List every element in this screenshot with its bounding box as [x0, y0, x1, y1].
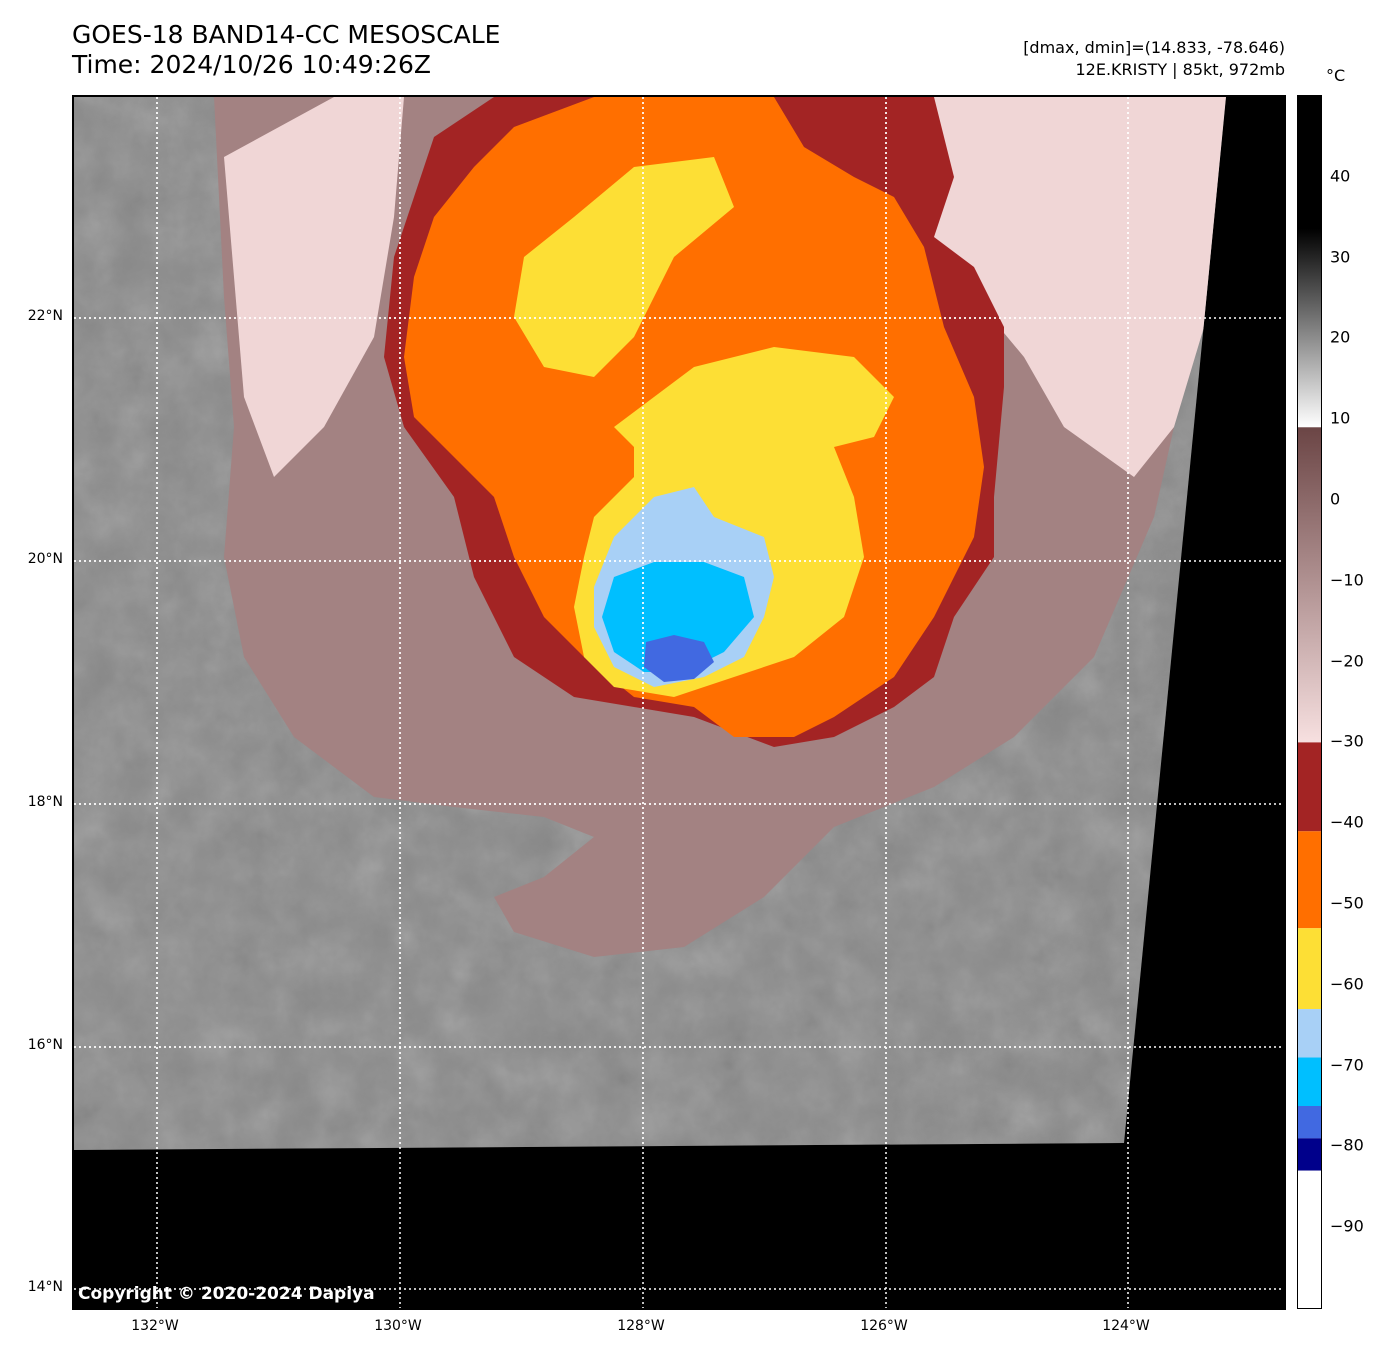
lon-label-130w: 130°W: [374, 1318, 422, 1334]
lon-label-132w: 132°W: [131, 1318, 179, 1334]
dmax-dmin-readout: [dmax, dmin]=(14.833, -78.646): [1023, 38, 1285, 57]
colorbar-gradient: [1298, 96, 1321, 1308]
colorbar-band-white: [1298, 1170, 1321, 1308]
colorbar-tick-label: 30: [1330, 247, 1351, 267]
pale-cloud-region-west: [224, 97, 404, 477]
satellite-map[interactable]: Copyright © 2020-2024 Dapiya: [72, 95, 1286, 1310]
colorbar-tick-label: 20: [1330, 327, 1351, 347]
colorbar-band-darkred: [1298, 742, 1321, 832]
lon-label-124w: 124°W: [1102, 1318, 1150, 1334]
lat-label-22n: 22°N: [27, 308, 63, 324]
colorbar-tick-label: −90: [1330, 1216, 1364, 1236]
copyright-notice: Copyright © 2020-2024 Dapiya: [78, 1284, 375, 1304]
colorbar-tick-label: −60: [1330, 974, 1364, 994]
colorbar-band-orange: [1298, 831, 1321, 929]
lon-label-126w: 126°W: [860, 1318, 908, 1334]
colorbar-tick-label: 0: [1330, 489, 1341, 509]
colorbar-tick-label: 10: [1330, 408, 1351, 428]
colorbar-tick-label: 40: [1330, 166, 1351, 186]
observation-time: Time: 2024/10/26 10:49:26Z: [72, 50, 431, 79]
colorbar-tick-label: −30: [1330, 731, 1364, 751]
colorbar-tick-label: −50: [1330, 893, 1364, 913]
lat-label-18n: 18°N: [27, 794, 63, 810]
lon-label-128w: 128°W: [617, 1318, 665, 1334]
lat-label-14n: 14°N: [27, 1279, 63, 1295]
lat-label-16n: 16°N: [27, 1037, 63, 1053]
colorbar-tick-label: −80: [1330, 1135, 1364, 1155]
colorbar-tick-label: −70: [1330, 1055, 1364, 1075]
colorbar-tick-label: −40: [1330, 812, 1364, 832]
colorbar-unit: °C: [1326, 66, 1346, 85]
temperature-colorbar: [1297, 95, 1322, 1309]
colorbar-tick-label: −20: [1330, 651, 1364, 671]
lat-label-20n: 20°N: [27, 551, 63, 567]
chart-title: GOES-18 BAND14-CC MESOSCALE: [72, 20, 501, 49]
colorbar-tick-label: −10: [1330, 570, 1364, 590]
colorbar-band-cyan: [1298, 1057, 1321, 1106]
colorbar-band-brown: [1298, 427, 1321, 743]
coldest-cloud-tops: [644, 635, 714, 682]
colorbar-band-yellow: [1298, 928, 1321, 1010]
colorbar-band-navy: [1298, 1138, 1321, 1171]
storm-info: 12E.KRISTY | 85kt, 972mb: [1075, 60, 1286, 79]
satellite-imagery: [74, 97, 1284, 1308]
overshooting-tops: [602, 562, 754, 672]
colorbar-band-lightblue: [1298, 1009, 1321, 1058]
lat-lon-gridlines-nodata: [74, 97, 1284, 1308]
colorbar-band-royalblue: [1298, 1106, 1321, 1139]
colorbar-band-gray: [1298, 96, 1321, 428]
imagery-swath: [74, 97, 1226, 1150]
